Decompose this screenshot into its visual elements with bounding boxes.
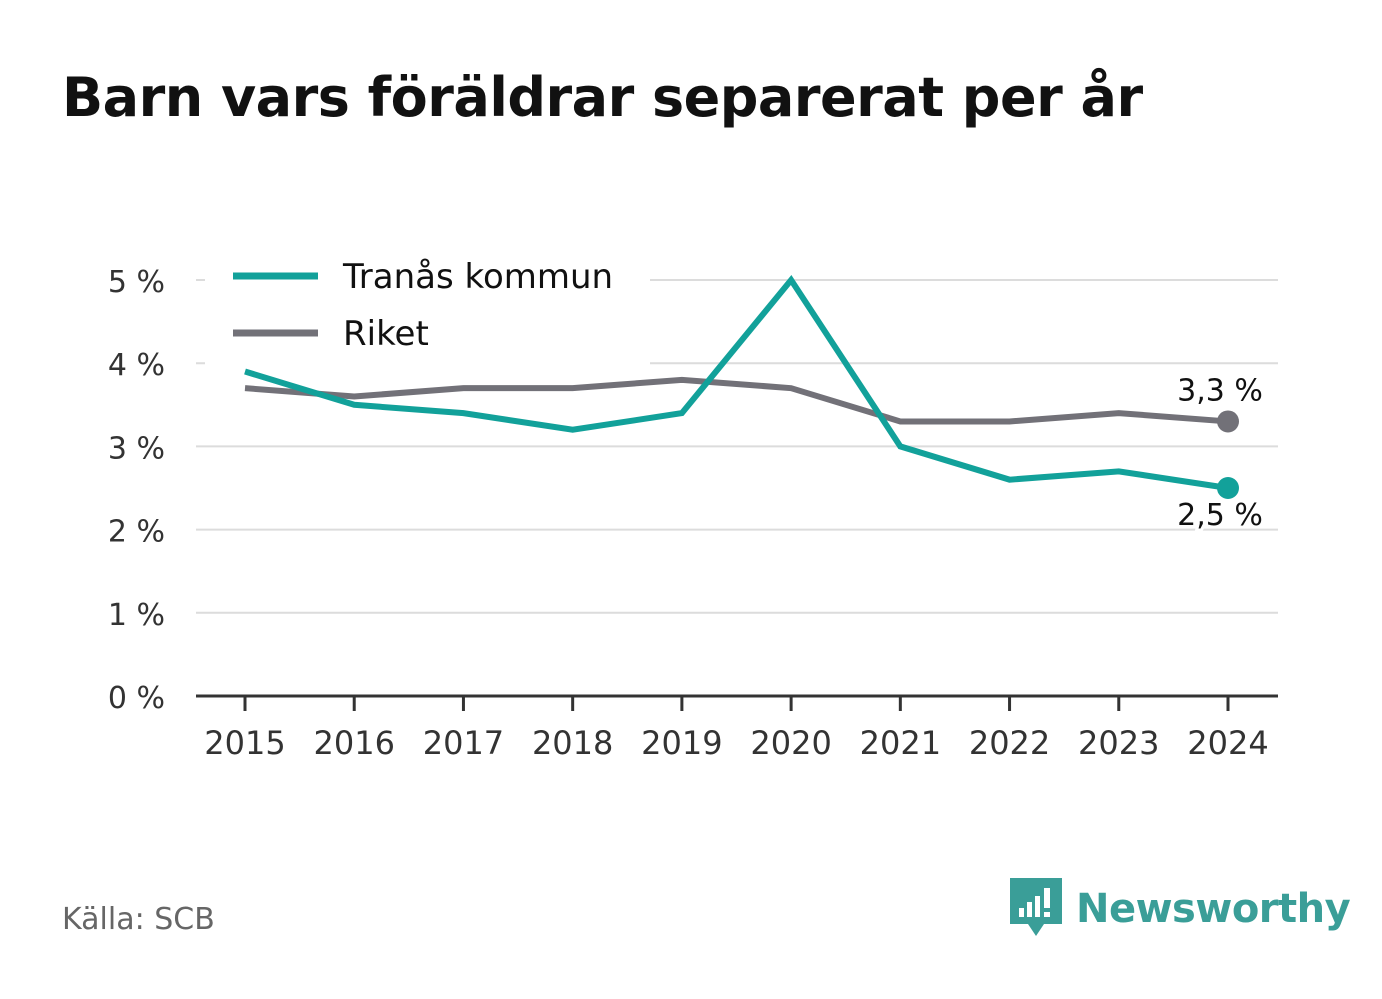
- y-tick-label: 1 %: [108, 598, 165, 633]
- legend-label: Riket: [343, 314, 429, 354]
- y-tick-label: 2 %: [108, 515, 165, 550]
- x-tick-label: 2021: [860, 724, 941, 762]
- source-note: Källa: SCB: [62, 902, 215, 937]
- series-lines: [244, 274, 1229, 491]
- x-tick-label: 2019: [641, 724, 722, 762]
- y-tick-label: 4 %: [108, 348, 165, 383]
- chart-title: Barn vars föräldrar separerat per år: [62, 66, 1143, 129]
- x-tick-label: 2023: [1078, 724, 1159, 762]
- series-line-tranas-kommun: [244, 274, 1229, 491]
- x-tick-label: 2016: [314, 724, 395, 762]
- x-tick-label: 2022: [969, 724, 1050, 762]
- x-tick-label: 2017: [423, 724, 504, 762]
- end-value-label: 2,5 %: [1177, 498, 1263, 533]
- brand-name: Newsworthy: [1076, 886, 1351, 932]
- x-axis: 2015 2016 2017 2018 2019 2020 2021 2022 2023 2024: [196, 694, 1278, 762]
- x-tick-label: 2015: [204, 724, 285, 762]
- legend: Tranås kommun Riket: [205, 250, 650, 368]
- y-tick-label: 3 %: [108, 431, 165, 466]
- y-tick-label: 5 %: [108, 265, 165, 300]
- newsworthy-logo-icon: [1010, 878, 1062, 936]
- end-point-marker: [1217, 410, 1239, 433]
- series-line-riket: [244, 376, 1229, 425]
- end-labels: 2,5 % 3,3 %: [1174, 370, 1266, 536]
- legend-background: [205, 250, 650, 368]
- end-value-label: 3,3 %: [1177, 373, 1263, 408]
- x-tick-label: 2024: [1187, 724, 1268, 762]
- brand-logo: Newsworthy: [1010, 878, 1351, 940]
- y-axis-tick-labels: 0 % 1 % 2 % 3 % 4 % 5 %: [108, 265, 165, 716]
- x-tick-label: 2020: [750, 724, 831, 762]
- x-tick-label: 2018: [532, 724, 613, 762]
- legend-label: Tranås kommun: [342, 257, 613, 297]
- y-tick-label: 0 %: [108, 681, 165, 716]
- end-point-marker: [1217, 477, 1239, 499]
